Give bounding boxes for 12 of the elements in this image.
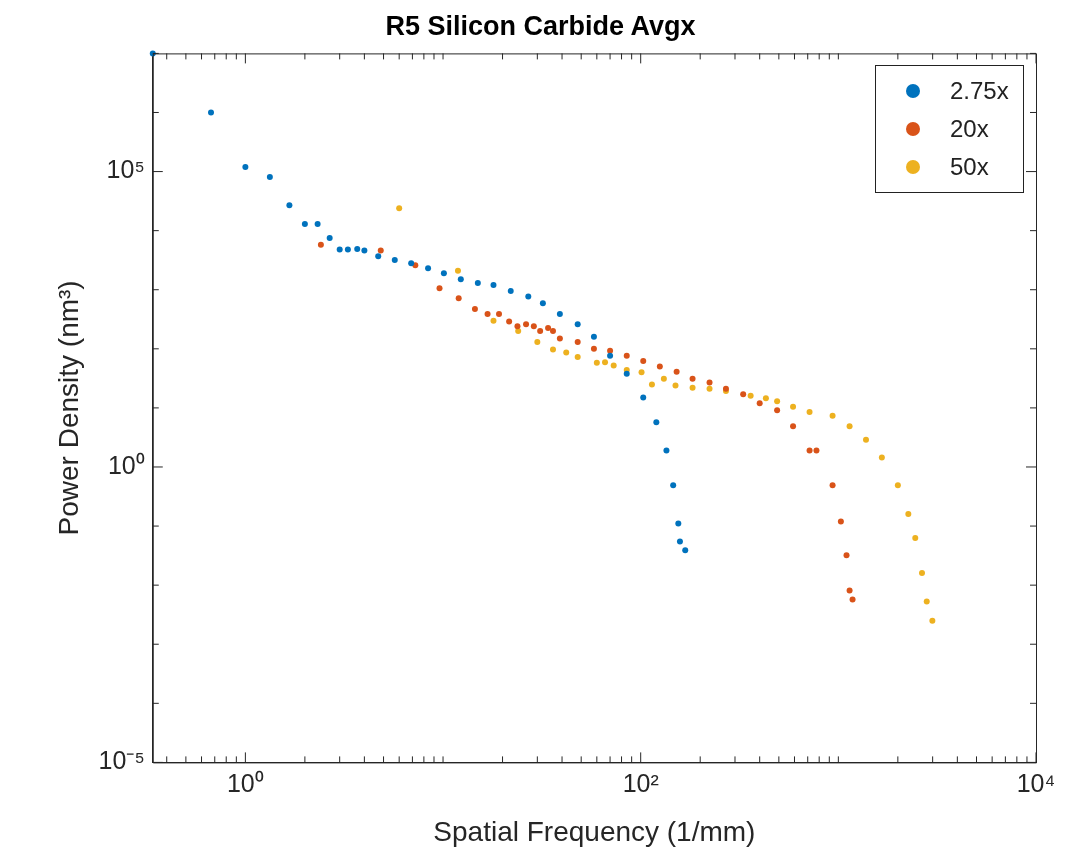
y-tick-label: 10⁻⁵ [98, 746, 145, 775]
x-axis-title: Spatial Frequency (1/mm) [433, 815, 756, 847]
legend-label: 20x [950, 115, 989, 144]
y-axis-title: Power Density (nm³) [52, 280, 84, 536]
x-tick-label: 10⁰ [226, 769, 264, 798]
chart-title: R5 Silicon Carbide Avgx [385, 10, 696, 41]
x-tick-label: 10⁴ [1016, 769, 1056, 798]
x-tick-label: 10² [622, 769, 659, 798]
y-tick-label: 10⁵ [106, 155, 145, 184]
legend-label: 2.75x [950, 77, 1009, 106]
y-tick-label: 10⁰ [107, 450, 145, 479]
legend-label: 50x [950, 153, 989, 182]
